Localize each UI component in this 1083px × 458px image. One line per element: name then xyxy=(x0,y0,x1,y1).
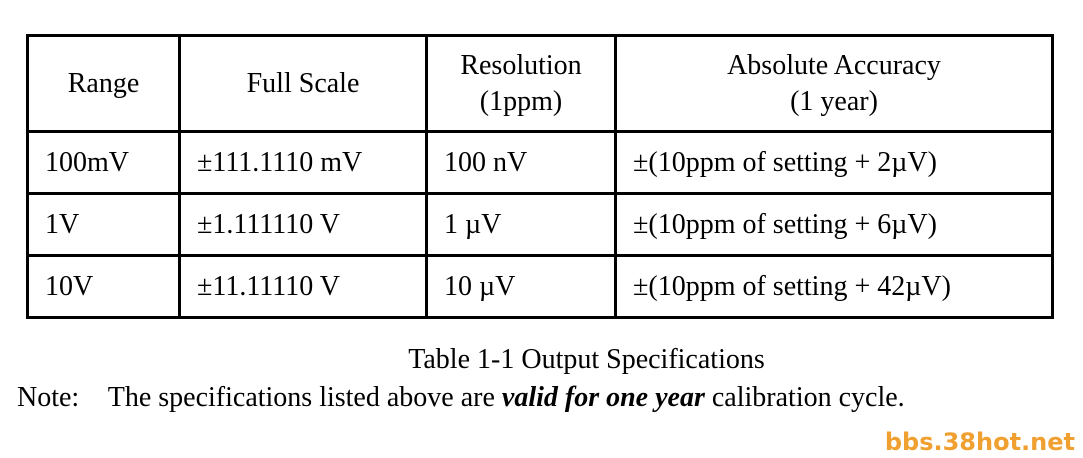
row: 10V ±11.11110 V 10 µV ±(10ppm of setting + … xyxy=(26,254,1054,319)
table-caption: Table 1-1 Output Specifications xyxy=(408,344,765,375)
row: 100mV ±111.1110 mV 100 nV ±(10ppm of settin… xyxy=(26,130,1054,196)
note-label: Note: xyxy=(17,382,80,413)
cell: 10 µV xyxy=(425,254,617,319)
spec-table: Range Full Scale Resolution (1ppm) Absolute … xyxy=(26,33,1054,319)
cell: 100 nV xyxy=(425,130,617,196)
cell: 10V xyxy=(26,254,181,319)
cell: ±(10ppm of setting + 42µV) xyxy=(614,254,1054,319)
cell: 100mV xyxy=(26,130,181,196)
cell: ±(10ppm of setting + 6µV) xyxy=(614,192,1054,258)
header-text: Resolution xyxy=(460,49,582,81)
note-text: calibration cycle. xyxy=(711,382,905,413)
header-row: Range Full Scale Resolution (1ppm) Absolute … xyxy=(26,33,1054,134)
note-emphasis: valid for one year xyxy=(501,382,705,413)
cell: 1V xyxy=(26,192,181,258)
note: Note: The specifications listed above ar… xyxy=(17,382,905,414)
watermark: bbs.38hot.net xyxy=(884,428,1075,456)
cell: ±111.1110 mV xyxy=(178,130,428,196)
header-text: Range xyxy=(67,67,140,99)
header-text: (1 year) xyxy=(790,85,878,117)
header-cell: Range xyxy=(26,33,181,134)
header-text: (1ppm) xyxy=(479,85,563,117)
header-text: Absolute Accuracy xyxy=(727,49,941,81)
header-text: Full Scale xyxy=(246,67,360,99)
cell: 1 µV xyxy=(425,192,617,258)
header-cell: Resolution (1ppm) xyxy=(425,33,617,134)
header-cell: Full Scale xyxy=(178,33,428,134)
note-text: The specifications listed above are xyxy=(107,382,495,413)
cell: ±1.111110 V xyxy=(178,192,428,258)
cell: ±11.11110 V xyxy=(178,254,428,319)
header-cell: Absolute Accuracy (1 year) xyxy=(614,33,1054,134)
cell: ±(10ppm of setting + 2µV) xyxy=(614,130,1054,196)
